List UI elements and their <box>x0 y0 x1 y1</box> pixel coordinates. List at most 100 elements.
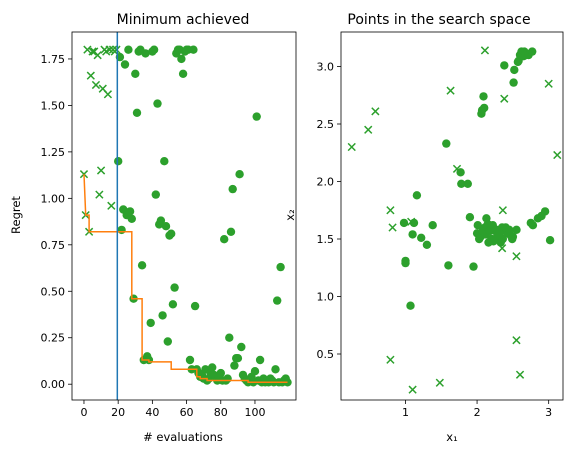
data-point <box>406 301 415 310</box>
right-y-tick-label: 0.5 <box>317 348 335 361</box>
left-x-tick-label: 60 <box>180 406 194 419</box>
initial-point-marker <box>435 378 444 387</box>
data-point <box>469 262 478 271</box>
right-y-tick-label: 1.5 <box>317 233 335 246</box>
initial-point-marker <box>107 201 116 210</box>
data-point <box>408 230 417 239</box>
initial-point-marker <box>553 150 562 160</box>
left-y-tick-label: 0.75 <box>41 239 66 252</box>
initial-point-marker <box>512 252 521 261</box>
left-plot: 0 20 40 60 80 100 0.00 0.25 0.50 0.75 1.00 1.25 1.50… <box>41 31 297 419</box>
left-data-area <box>79 32 292 400</box>
initial-point-marker <box>103 90 113 99</box>
initial-point-marker <box>371 107 380 116</box>
left-x-tick-label: 40 <box>145 406 159 419</box>
data-point <box>252 112 261 121</box>
data-point <box>401 258 410 268</box>
data-point <box>442 139 451 148</box>
left-y-tick-label: 0.00 <box>41 378 66 391</box>
left-axes-frame <box>71 31 297 401</box>
initial-point-marker <box>86 71 95 80</box>
right-y-tick-label: 2.0 <box>317 176 335 189</box>
data-point <box>250 367 260 376</box>
initial-point-marker <box>93 51 102 60</box>
data-point <box>409 218 419 228</box>
initial-point-marker <box>480 46 490 55</box>
data-point <box>500 61 509 70</box>
data-point <box>225 333 234 342</box>
data-point <box>208 363 217 372</box>
data-point <box>456 168 465 177</box>
data-point <box>127 214 136 223</box>
left-y-tick-label: 0.50 <box>41 285 66 298</box>
data-point <box>233 354 243 363</box>
initial-point-marker <box>83 45 92 54</box>
initial-point-marker <box>544 79 553 88</box>
data-point <box>237 342 246 352</box>
data-point <box>399 218 409 228</box>
left-x-tick-label: 80 <box>214 406 228 419</box>
right-x-axis-label: x₁ <box>446 430 457 444</box>
initial-point-marker <box>500 94 509 103</box>
data-point <box>137 261 147 270</box>
data-point <box>223 374 232 383</box>
data-point <box>273 296 282 305</box>
left-y-tick-label: 1.00 <box>41 192 66 205</box>
right-y-tick-label: 2.5 <box>317 118 335 131</box>
initial-point-marker <box>95 190 104 199</box>
data-point <box>509 78 518 87</box>
data-point <box>141 49 150 58</box>
initial-point-marker <box>386 355 395 364</box>
data-point <box>276 262 285 272</box>
data-point <box>228 184 237 194</box>
data-point <box>125 207 135 216</box>
data-point <box>177 54 186 64</box>
data-point <box>124 45 133 54</box>
initial-point-marker <box>112 45 121 54</box>
data-point <box>473 221 482 230</box>
left-y-tick-label: 1.25 <box>41 146 66 159</box>
initial-point-marker <box>364 125 373 134</box>
data-point <box>149 45 159 54</box>
data-point <box>412 191 422 200</box>
right-plot: 1 2 3 0.5 1.0 1.5 2.0 2.5 3.0 <box>317 31 564 419</box>
data-point <box>226 227 236 236</box>
data-point <box>117 225 126 235</box>
left-y-tick-label: 1.50 <box>41 99 66 112</box>
data-point <box>465 213 475 222</box>
right-axes-frame <box>340 31 564 401</box>
data-point <box>131 69 140 79</box>
left-x-axis-label: # evaluations <box>143 430 223 444</box>
left-y-tick-label: 1.75 <box>41 53 66 66</box>
data-point <box>457 179 466 188</box>
data-point <box>163 337 172 346</box>
initial-point-marker <box>96 166 106 175</box>
data-point <box>235 170 244 179</box>
right-data-area <box>347 46 562 394</box>
data-point <box>479 92 488 101</box>
initial-point-marker <box>408 385 417 394</box>
data-point <box>512 225 521 234</box>
initial-point-marker <box>446 86 455 95</box>
data-point <box>146 318 155 328</box>
initial-point-marker <box>79 170 89 179</box>
data-point <box>132 108 142 118</box>
data-point <box>158 311 167 320</box>
initial-point-marker <box>347 142 356 152</box>
data-point <box>156 216 166 225</box>
left-x-tick-label: 20 <box>111 406 125 419</box>
initial-point-marker <box>498 206 507 215</box>
right-y-axis-label: x₂ <box>283 209 297 220</box>
data-point <box>220 235 229 244</box>
initial-point-marker <box>386 206 395 215</box>
data-point <box>255 355 265 365</box>
data-point <box>170 283 179 292</box>
data-point <box>120 60 130 69</box>
data-point <box>444 261 453 270</box>
data-point <box>271 365 280 374</box>
data-point <box>167 229 176 238</box>
data-point <box>161 222 171 231</box>
data-point <box>151 190 160 199</box>
right-x-tick-label: 3 <box>545 406 552 419</box>
